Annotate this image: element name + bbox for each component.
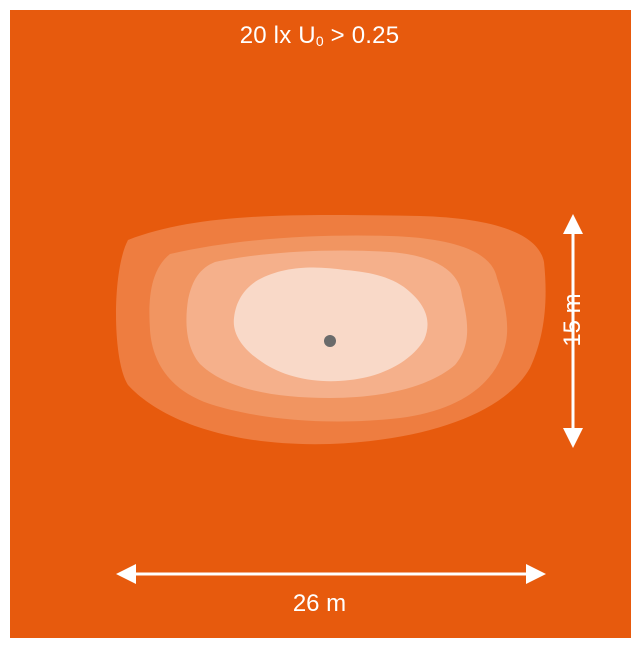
diagram-title: 20 lx U0 > 0.25	[0, 22, 639, 50]
title-suffix: > 0.25	[323, 22, 400, 49]
luminaire-point	[324, 335, 336, 347]
height-dimension-arrow	[563, 214, 583, 448]
title-subscript: 0	[315, 33, 324, 49]
title-prefix: 20 lx U	[239, 22, 316, 49]
width-label: 26 m	[292, 590, 347, 617]
height-label: 15 m	[559, 293, 586, 347]
contour-inner	[233, 267, 428, 382]
width-dimension-arrow	[116, 564, 546, 584]
